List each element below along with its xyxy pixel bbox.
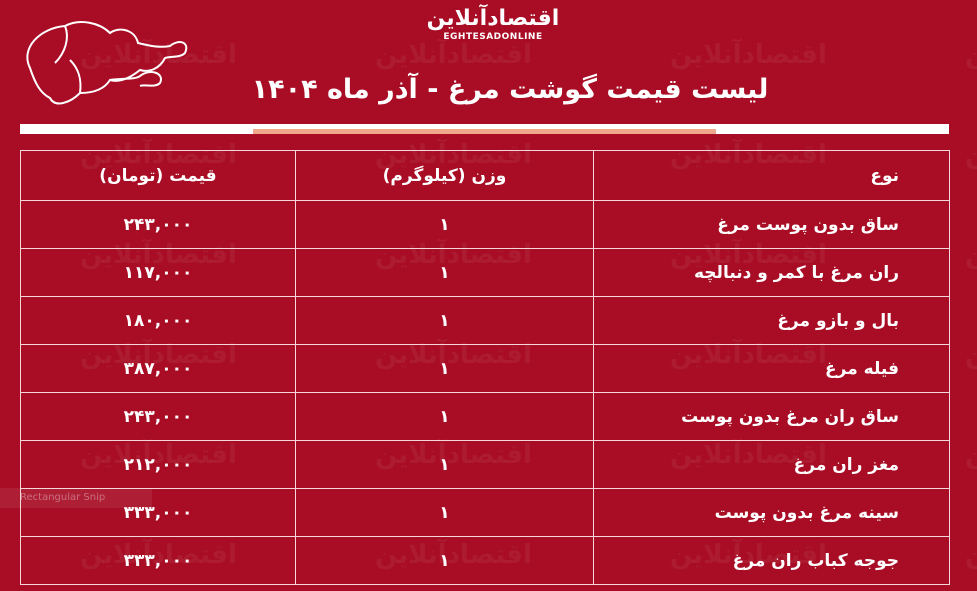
cell-type: جوجه کباب ران مرغ (593, 536, 950, 585)
watermark: اقتصادآنلاین (80, 40, 237, 70)
brand-logo: اقتصادآنلاین EGHTESADONLINE (418, 6, 568, 42)
cell-type: سینه مرغ بدون پوست (593, 488, 950, 537)
watermark: اقتصادآنلاین (965, 240, 977, 270)
cell-weight: ۱ (295, 344, 594, 393)
watermark: اقتصادآنلاین (965, 140, 977, 170)
cell-price: ۲۱۲,۰۰۰ (20, 440, 296, 489)
header-price: قیمت (تومان) (20, 150, 296, 201)
table-row: بال و بازو مرغ ۱ ۱۸۰,۰۰۰ (20, 296, 950, 345)
table-row: سینه مرغ بدون پوست ۱ ۳۳۳,۰۰۰ (20, 488, 950, 537)
cell-type: ران مرغ با کمر و دنبالچه (593, 248, 950, 297)
table-row: مغز ران مرغ ۱ ۲۱۲,۰۰۰ (20, 440, 950, 489)
cell-weight: ۱ (295, 536, 594, 585)
table-header-row: نوع وزن (کیلوگرم) قیمت (تومان) (20, 150, 950, 201)
cell-type: فیله مرغ (593, 344, 950, 393)
logo-subtext: EGHTESADONLINE (443, 32, 543, 42)
cell-type: بال و بازو مرغ (593, 296, 950, 345)
cell-price: ۳۸۷,۰۰۰ (20, 344, 296, 393)
cell-type: ساق بدون پوست مرغ (593, 200, 950, 249)
cell-price: ۲۴۳,۰۰۰ (20, 392, 296, 441)
cell-weight: ۱ (295, 200, 594, 249)
table-row: ساق ران مرغ بدون پوست ۱ ۲۴۳,۰۰۰ (20, 392, 950, 441)
cell-price: ۳۳۳,۰۰۰ (20, 536, 296, 585)
watermark: اقتصادآنلاین (965, 540, 977, 570)
page-title: لیست قیمت گوشت مرغ - آذر ماه ۱۴۰۴ (251, 74, 769, 105)
header-type: نوع (593, 150, 950, 201)
divider-accent (253, 129, 716, 134)
logo-text: اقتصادآنلاین (426, 6, 560, 31)
watermark: اقتصادآنلاین (965, 340, 977, 370)
price-table: نوع وزن (کیلوگرم) قیمت (تومان) ساق بدون … (20, 150, 950, 585)
watermark: اقتصادآنلاین (670, 40, 827, 70)
cell-weight: ۱ (295, 296, 594, 345)
cell-weight: ۱ (295, 392, 594, 441)
cell-price: ۱۱۷,۰۰۰ (20, 248, 296, 297)
cell-weight: ۱ (295, 488, 594, 537)
watermark: اقتصادآنلاین (375, 40, 532, 70)
cell-type: مغز ران مرغ (593, 440, 950, 489)
chicken-icon (26, 21, 188, 105)
table-row: ران مرغ با کمر و دنبالچه ۱ ۱۱۷,۰۰۰ (20, 248, 950, 297)
table-row: ساق بدون پوست مرغ ۱ ۲۴۳,۰۰۰ (20, 200, 950, 249)
watermark: اقتصادآنلاین (965, 40, 977, 70)
cell-weight: ۱ (295, 248, 594, 297)
watermark: اقتصادآنلاین (965, 440, 977, 470)
divider-bar (20, 124, 949, 134)
table-row: فیله مرغ ۱ ۳۸۷,۰۰۰ (20, 344, 950, 393)
cell-price: ۲۴۳,۰۰۰ (20, 200, 296, 249)
table-row: جوجه کباب ران مرغ ۱ ۳۳۳,۰۰۰ (20, 536, 950, 585)
cell-weight: ۱ (295, 440, 594, 489)
cell-type: ساق ران مرغ بدون پوست (593, 392, 950, 441)
cell-price: ۱۸۰,۰۰۰ (20, 296, 296, 345)
header-weight: وزن (کیلوگرم) (295, 150, 594, 201)
snip-tooltip: Rectangular Snip (0, 488, 152, 508)
